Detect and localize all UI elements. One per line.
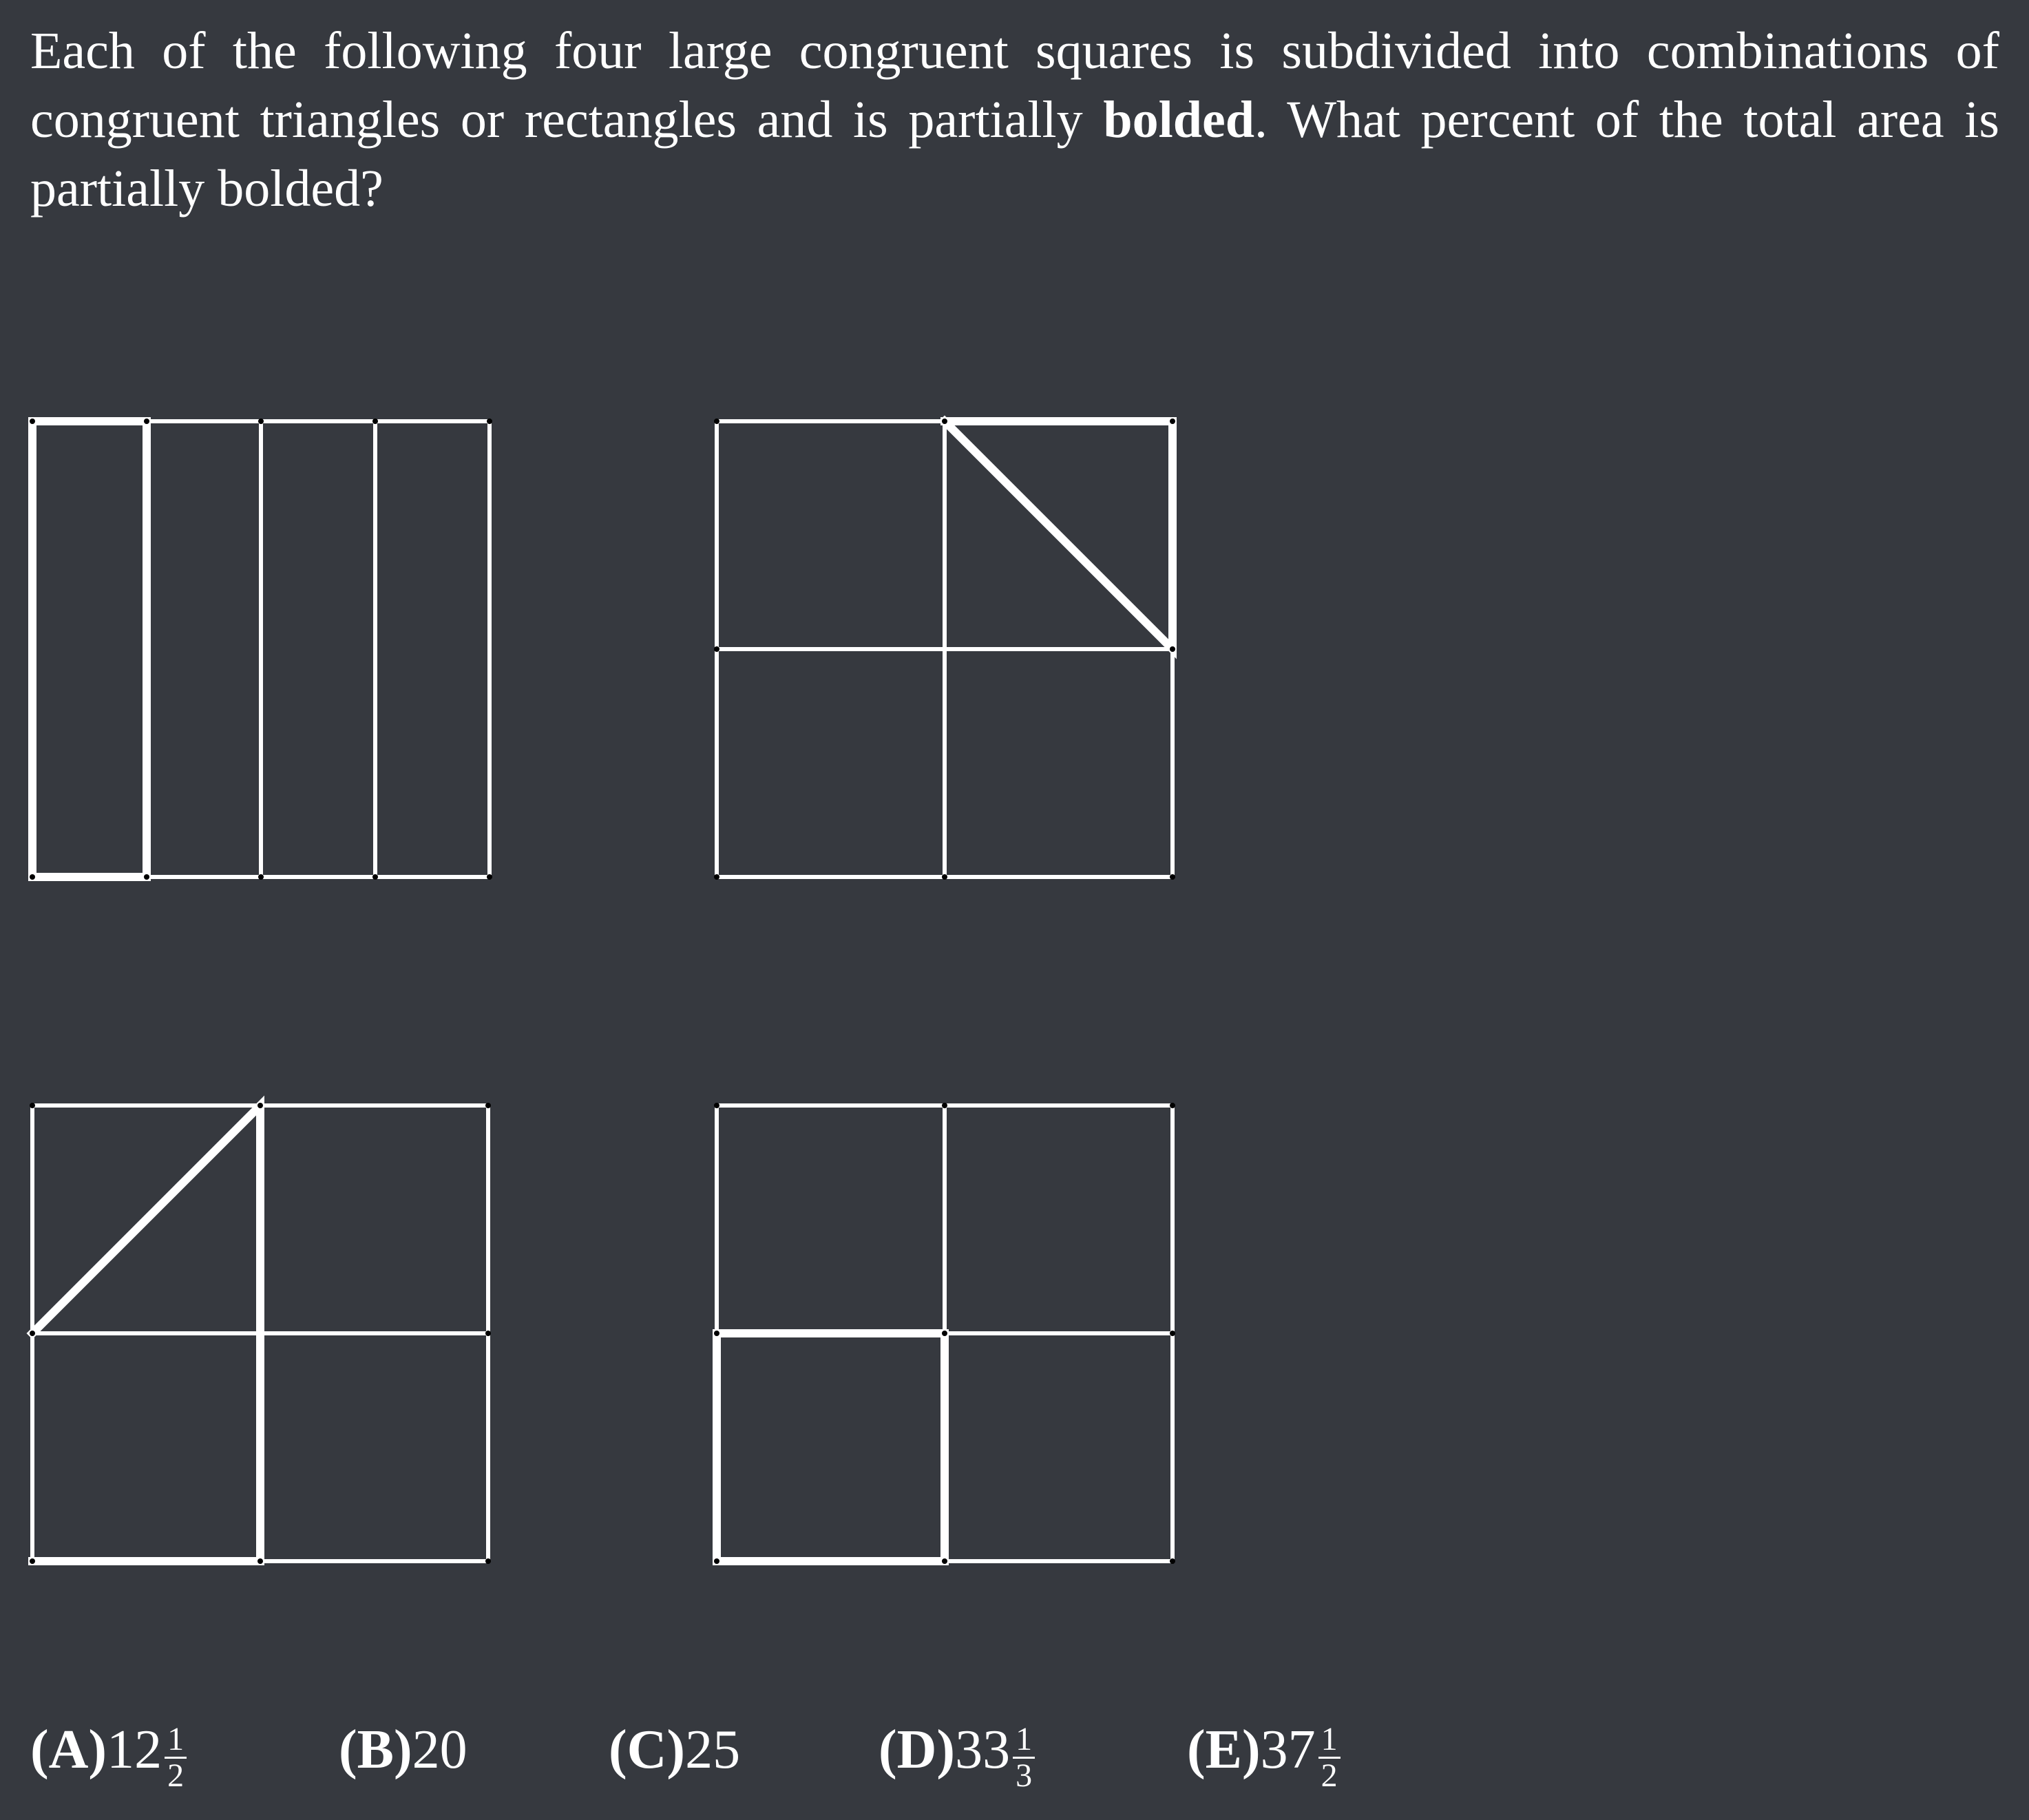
fig3-bolded-region [26,1095,264,1565]
problem-statement: Each of the following four large congrue… [30,17,1999,223]
choice-d-denominator: 3 [1016,1757,1033,1795]
choice-e-numerator: 1 [1318,1722,1341,1759]
choice-d-numerator: 1 [1013,1722,1035,1759]
problem-text-1: Each of the following four large congrue… [30,22,1999,149]
choice-b-whole: 20 [412,1720,467,1780]
figure-vertical-strips [28,417,492,881]
figure-left-triangle [26,1095,491,1565]
choice-a-whole: 12 [107,1720,162,1780]
choice-a-label: (A) [30,1720,107,1780]
problem-bold-word: bolded [1103,91,1254,149]
fig3-vertices [30,1103,491,1564]
fig1-bolded-strip [28,417,151,881]
choice-c-label: (C) [609,1720,686,1780]
choice-c[interactable]: (C)25 [609,1715,740,1784]
fig2-bolded-triangle [938,415,1177,659]
choice-b[interactable]: (B)20 [339,1715,467,1784]
choice-a-numerator: 1 [165,1722,187,1759]
fig2-vertices [714,419,1175,880]
choice-b-label: (B) [339,1720,412,1780]
choice-c-whole: 25 [685,1720,741,1780]
choice-d-whole: 33 [955,1720,1011,1780]
choice-e-label: (E) [1187,1720,1261,1780]
choice-e-whole: 37 [1260,1720,1316,1780]
choice-a-denominator: 2 [167,1757,185,1795]
figure-top-right-triangle [714,415,1177,880]
choice-d-label: (D) [879,1720,956,1780]
choice-e-denominator: 2 [1321,1757,1338,1795]
choice-d[interactable]: (D)33 1 3 [879,1715,1035,1793]
problem-text-2: . What percent of the total area is part… [30,91,1999,218]
fig1-vertices [30,419,492,880]
choice-e[interactable]: (E)37 1 2 [1187,1715,1341,1793]
figure-bottom-left-quadrant [713,1103,1175,1565]
choice-a[interactable]: (A)12 1 2 [30,1715,187,1793]
fig4-vertices [714,1103,1175,1564]
fig4-bolded-quadrant [713,1329,949,1565]
